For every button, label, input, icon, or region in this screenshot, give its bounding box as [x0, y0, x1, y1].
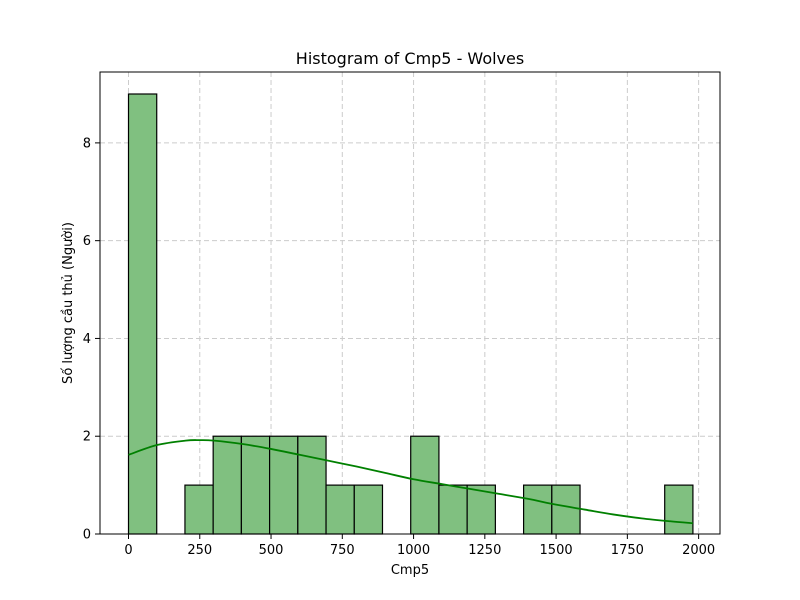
histogram-bar	[297, 435, 327, 535]
y-tick-label: 0	[83, 528, 91, 543]
x-tick-label: 0	[124, 543, 132, 558]
histogram-bar	[240, 435, 271, 535]
x-tick-label: 750	[330, 543, 355, 558]
y-axis-ticks: 0 2 4 6 8	[83, 136, 100, 543]
histogram-bar	[184, 484, 214, 535]
y-tick-label: 6	[83, 234, 91, 249]
plot-frame	[99, 71, 721, 535]
y-tick-label: 4	[83, 332, 91, 347]
x-tick-label: 1500	[540, 543, 573, 558]
histogram-bar	[410, 435, 440, 535]
histogram-bar	[551, 484, 581, 535]
histogram-bar	[438, 484, 468, 535]
histogram-bars	[127, 93, 694, 535]
grid	[100, 72, 720, 535]
x-tick-label: 500	[259, 543, 284, 558]
histogram-bar	[127, 93, 158, 535]
x-tick-label: 1000	[397, 543, 430, 558]
histogram-bar	[325, 484, 355, 535]
histogram-bar	[664, 484, 694, 535]
x-tick-label: 2000	[682, 543, 715, 558]
y-tick-label: 8	[83, 136, 91, 151]
histogram-bar	[522, 484, 553, 535]
x-axis-ticks: 0 250 500 750 1000 1250 1500 1750 2000	[124, 534, 715, 558]
y-tick-label: 2	[83, 430, 91, 445]
chart-title: Histogram of Cmp5 - Wolves	[296, 49, 524, 68]
x-tick-label: 1750	[611, 543, 644, 558]
x-tick-label: 1250	[468, 543, 501, 558]
y-axis-label: Số lượng cầu thủ (Người)	[61, 222, 76, 384]
histogram-bar	[212, 435, 242, 535]
x-tick-label: 250	[187, 543, 212, 558]
kde-line	[128, 439, 693, 525]
x-axis-label: Cmp5	[391, 563, 429, 578]
kde-curve-layer	[128, 439, 693, 525]
histogram-bar	[353, 484, 384, 535]
